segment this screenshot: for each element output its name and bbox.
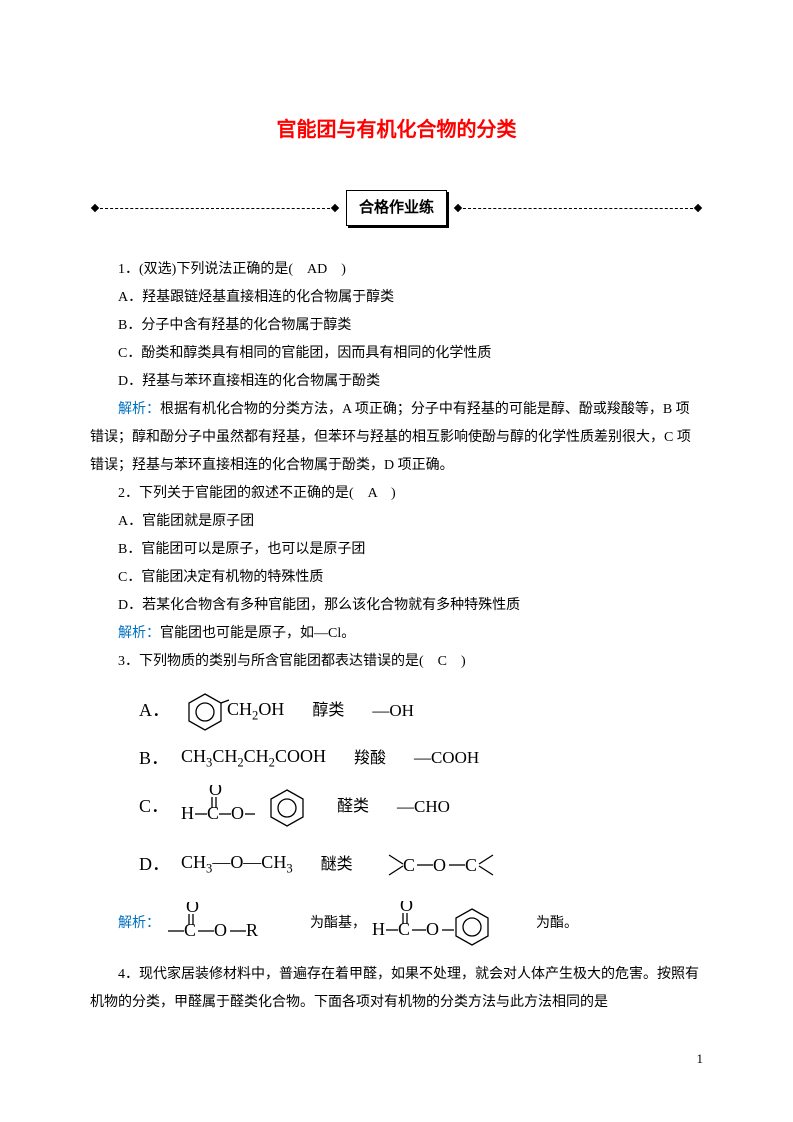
q2-option-b: B．官能团可以是原子，也可以是原子团 xyxy=(90,536,703,564)
page-number: 1 xyxy=(697,1046,704,1072)
divider-diamond xyxy=(454,204,462,212)
q1-option-b: B．分子中含有羟基的化合物属于醇类 xyxy=(90,312,703,340)
q3-option-d: D． CH3—O—CH3 醚类 C O C xyxy=(139,843,703,887)
svg-text:O: O xyxy=(231,803,244,823)
q3-stem: 3．下列物质的类别与所含官能团都表达错误的是( C ) xyxy=(90,648,703,676)
functional-group: —COOH xyxy=(414,748,479,768)
q3-option-a: A． CH2OH 醇类 —OH xyxy=(139,690,703,732)
q1-analysis-text: 根据有机化合物的分类方法，A 项正确；分子中有羟基的可能是醇、酚或羧酸等，B 项… xyxy=(90,402,691,473)
svg-text:C: C xyxy=(465,855,477,875)
divider-diamond xyxy=(694,204,702,212)
q4-text: 4．现代家居装修材料中，普遍存在着甲醛，如果不处理，就会对人体产生极大的危害。按… xyxy=(90,961,703,1017)
chem-formula-b: CH3CH2CH2COOH xyxy=(181,746,326,771)
q3-options-block: A． CH2OH 醇类 —OH B． CH3CH2CH2COOH 羧酸 —COO… xyxy=(139,690,703,887)
q1-option-a: A．羟基跟链烃基直接相连的化合物属于醇类 xyxy=(90,284,703,312)
q3-option-b: B． CH3CH2CH2COOH 羧酸 —COOH xyxy=(139,746,703,771)
analysis-text-1: 为酯基， xyxy=(282,910,366,938)
q1-stem: 1．(双选)下列说法正确的是( AD ) xyxy=(90,256,703,284)
option-label: D． xyxy=(139,854,181,876)
svg-text:O: O xyxy=(214,920,227,940)
svg-text:O: O xyxy=(400,901,413,915)
phenyl-formate-icon: H C O O xyxy=(372,901,502,947)
benzene-icon xyxy=(265,786,309,828)
divider-diamond xyxy=(91,204,99,212)
q1-analysis: 解析：根据有机化合物的分类方法，A 项正确；分子中有羟基的可能是醇、酚或羧酸等，… xyxy=(90,396,703,480)
benzene-icon xyxy=(181,690,229,732)
svg-text:H: H xyxy=(372,919,385,939)
svg-text:R: R xyxy=(246,920,258,940)
divider-line-left xyxy=(100,208,330,209)
ester-group-icon: C O O R xyxy=(166,902,276,946)
category: 羧酸 xyxy=(354,749,386,768)
option-label: B． xyxy=(139,748,181,770)
functional-group-d: C O C xyxy=(381,843,501,887)
svg-text:O: O xyxy=(433,855,446,875)
functional-group: —OH xyxy=(372,701,414,721)
q2-option-c: C．官能团决定有机物的特殊性质 xyxy=(90,564,703,592)
section-divider: 合格作业练 xyxy=(90,190,703,226)
svg-text:O: O xyxy=(209,785,222,799)
analysis-label: 解析： xyxy=(118,402,160,417)
divider-line-right xyxy=(463,208,693,209)
analysis-label: 解析： xyxy=(118,626,160,641)
svg-text:C: C xyxy=(403,855,415,875)
q3-analysis: 解析： C O O R 为酯基， H C O O 为酯。 xyxy=(90,901,703,947)
category: 醚类 xyxy=(321,855,353,874)
svg-text:O: O xyxy=(426,919,439,939)
svg-text:H: H xyxy=(181,803,194,823)
section-label: 合格作业练 xyxy=(346,190,447,226)
chem-formula-a: CH2OH xyxy=(181,690,284,732)
category: 醛类 xyxy=(337,797,369,816)
functional-group: —CHO xyxy=(397,797,450,817)
divider-diamond xyxy=(331,204,339,212)
q2-option-d: D．若某化合物含有多种官能团，那么该化合物就有多种特殊性质 xyxy=(90,592,703,620)
q1-option-c: C．酚类和醇类具有相同的官能团，因而具有相同的化学性质 xyxy=(90,340,703,368)
analysis-text-2: 为酯。 xyxy=(508,910,578,938)
option-label: C． xyxy=(139,796,181,818)
chem-formula-d: CH3—O—CH3 xyxy=(181,852,293,877)
svg-text:O: O xyxy=(186,902,199,916)
category: 醇类 xyxy=(312,701,344,720)
q2-option-a: A．官能团就是原子团 xyxy=(90,508,703,536)
svg-text:C: C xyxy=(398,919,410,939)
q2-analysis-text: 官能团也可能是原子，如—Cl。 xyxy=(160,626,355,641)
ether-linkage-icon: C O C xyxy=(381,843,501,887)
svg-text:C: C xyxy=(184,920,196,940)
analysis-label: 解析： xyxy=(90,910,160,938)
option-label: A． xyxy=(139,700,181,722)
svg-text:C: C xyxy=(207,803,219,823)
page-title: 官能团与有机化合物的分类 xyxy=(90,110,703,150)
formate-phenyl-icon: H C O O xyxy=(181,785,271,829)
chem-formula-c: H C O O xyxy=(181,785,309,829)
q3-option-c: C． H C O O 醛类 —CHO xyxy=(139,785,703,829)
q2-stem: 2．下列关于官能团的叙述不正确的是( A ) xyxy=(90,480,703,508)
q1-option-d: D．羟基与苯环直接相连的化合物属于酚类 xyxy=(90,368,703,396)
q2-analysis: 解析：官能团也可能是原子，如—Cl。 xyxy=(90,620,703,648)
